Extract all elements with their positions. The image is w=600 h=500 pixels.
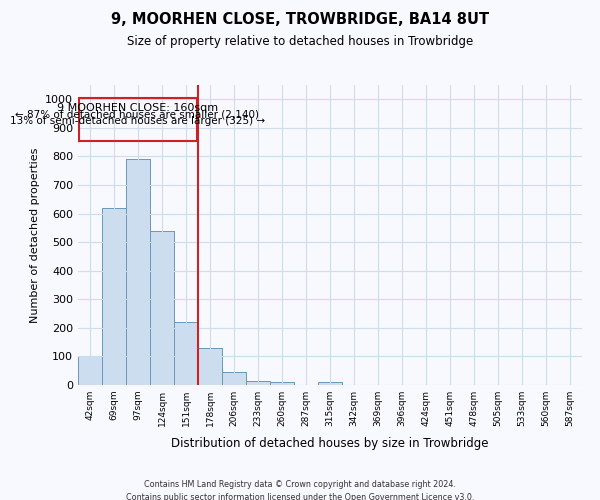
Text: Contains HM Land Registry data © Crown copyright and database right 2024.: Contains HM Land Registry data © Crown c… xyxy=(144,480,456,489)
Bar xyxy=(174,322,198,385)
Bar xyxy=(318,382,342,385)
Text: 13% of semi-detached houses are larger (325) →: 13% of semi-detached houses are larger (… xyxy=(10,116,265,126)
Bar xyxy=(78,356,102,385)
Bar xyxy=(102,208,126,385)
X-axis label: Distribution of detached houses by size in Trowbridge: Distribution of detached houses by size … xyxy=(171,438,489,450)
Bar xyxy=(126,160,150,385)
Text: ← 87% of detached houses are smaller (2,140): ← 87% of detached houses are smaller (2,… xyxy=(16,110,259,120)
Bar xyxy=(246,380,270,385)
Text: Size of property relative to detached houses in Trowbridge: Size of property relative to detached ho… xyxy=(127,35,473,48)
Y-axis label: Number of detached properties: Number of detached properties xyxy=(29,148,40,322)
Bar xyxy=(198,348,222,385)
Bar xyxy=(270,382,294,385)
Text: 9 MOORHEN CLOSE: 160sqm: 9 MOORHEN CLOSE: 160sqm xyxy=(57,103,218,113)
Text: Contains public sector information licensed under the Open Government Licence v3: Contains public sector information licen… xyxy=(126,492,474,500)
Text: 9, MOORHEN CLOSE, TROWBRIDGE, BA14 8UT: 9, MOORHEN CLOSE, TROWBRIDGE, BA14 8UT xyxy=(111,12,489,28)
Bar xyxy=(150,230,174,385)
Bar xyxy=(222,372,246,385)
